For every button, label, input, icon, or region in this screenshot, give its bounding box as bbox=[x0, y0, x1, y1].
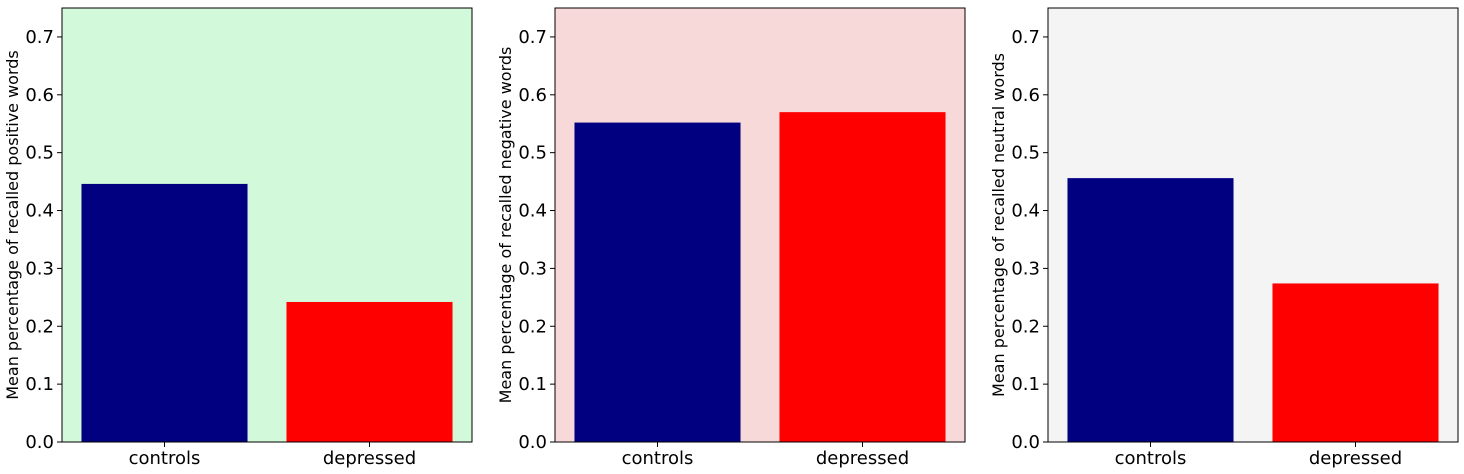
bar-controls bbox=[1067, 178, 1234, 443]
y-tick-label: 0.6 bbox=[518, 85, 547, 106]
y-tick-label: 0.2 bbox=[25, 316, 54, 337]
bar-depressed bbox=[1272, 283, 1439, 442]
y-tick-label: 0.0 bbox=[1011, 432, 1040, 453]
chart-panel-2: 0.0 0.1 0.2 0.3 0.4 0.5 0.6 0.7 controls depresse… bbox=[496, 7, 966, 469]
plot-frame bbox=[554, 7, 966, 443]
x-tick-label: depressed bbox=[1309, 448, 1402, 469]
y-tick-label: 0.3 bbox=[518, 258, 547, 279]
y-tick-label: 0.5 bbox=[518, 143, 547, 164]
y-tick-label: 0.2 bbox=[1011, 316, 1040, 337]
y-tick-label: 0.0 bbox=[25, 432, 54, 453]
bar-depressed bbox=[779, 112, 946, 442]
y-tick-label: 0.2 bbox=[518, 316, 547, 337]
x-tick-label: depressed bbox=[816, 448, 909, 469]
y-tick-label: 0.4 bbox=[25, 201, 54, 222]
chart-panel-1: 0.0 0.1 0.2 0.3 0.4 0.5 0.6 0.7 controls depresse… bbox=[3, 7, 473, 469]
y-axis-label: Mean percentage of recalled negative wor… bbox=[496, 47, 515, 404]
y-tick-label: 0.7 bbox=[25, 27, 54, 48]
y-tick-label: 0.3 bbox=[1011, 258, 1040, 279]
x-tick-label: controls bbox=[622, 448, 694, 469]
y-axis-label: Mean percentage of recalled positive wor… bbox=[3, 50, 22, 400]
y-tick-label: 0.1 bbox=[25, 374, 54, 395]
plot-frame bbox=[61, 7, 473, 443]
y-tick-label: 0.0 bbox=[518, 432, 547, 453]
bar-controls bbox=[81, 183, 248, 442]
plot-frame bbox=[1047, 7, 1459, 443]
y-tick-label: 0.4 bbox=[1011, 201, 1040, 222]
y-tick-label: 0.1 bbox=[518, 374, 547, 395]
x-tick-label: depressed bbox=[323, 448, 416, 469]
y-tick-label: 0.5 bbox=[1011, 143, 1040, 164]
y-tick-label: 0.3 bbox=[25, 258, 54, 279]
y-tick-label: 0.1 bbox=[1011, 374, 1040, 395]
y-tick-label: 0.6 bbox=[25, 85, 54, 106]
y-axis-label: Mean percentage of recalled neutral word… bbox=[989, 53, 1008, 397]
bar-controls bbox=[574, 122, 741, 443]
y-tick-label: 0.7 bbox=[518, 27, 547, 48]
y-tick-label: 0.5 bbox=[25, 143, 54, 164]
y-tick-label: 0.7 bbox=[1011, 27, 1040, 48]
x-tick-label: controls bbox=[1115, 448, 1187, 469]
y-tick-label: 0.6 bbox=[1011, 85, 1040, 106]
x-tick-label: controls bbox=[129, 448, 201, 469]
bar-depressed bbox=[286, 301, 453, 442]
chart-panel-3: 0.0 0.1 0.2 0.3 0.4 0.5 0.6 0.7 controls depresse… bbox=[989, 7, 1459, 469]
y-tick-label: 0.4 bbox=[518, 201, 547, 222]
